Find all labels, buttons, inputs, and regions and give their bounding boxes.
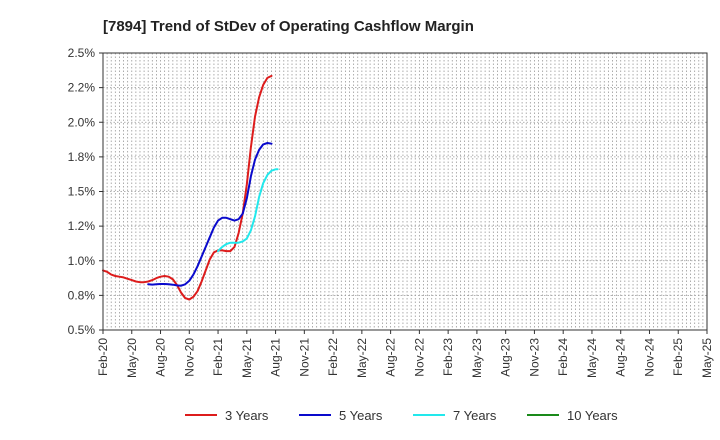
y-tick-label: 0.5%	[68, 323, 96, 337]
x-tick-label: Nov-22	[412, 338, 426, 377]
x-tick-label: May-22	[355, 338, 369, 378]
x-tick-label: Aug-23	[499, 338, 513, 377]
legend-label: 5 Years	[339, 408, 383, 423]
x-tick-label: Nov-24	[642, 338, 656, 377]
grid	[102, 52, 708, 331]
legend: 3 Years 5 Years 7 Years 10 Years	[185, 408, 618, 423]
legend-label: 10 Years	[567, 408, 618, 423]
legend-label: 7 Years	[453, 408, 497, 423]
x-tick-label: May-24	[585, 338, 599, 378]
x-tick-label: May-20	[125, 338, 139, 378]
y-tick-label: 1.2%	[68, 219, 96, 233]
x-tick-label: Feb-20	[96, 338, 110, 376]
x-tick-label: Aug-20	[154, 338, 168, 377]
series-line-3-years	[102, 74, 273, 301]
x-tick-label: Feb-21	[211, 338, 225, 376]
axes	[99, 52, 708, 334]
x-tick-label: Feb-22	[326, 338, 340, 376]
y-tick-label: 2.2%	[68, 81, 96, 95]
x-tick-label: Feb-25	[671, 338, 685, 376]
y-tick-label: 2.0%	[68, 115, 96, 129]
series-line-5-years	[147, 142, 273, 287]
x-tick-labels: Feb-20 May-20 Aug-20 Nov-20 Feb-21 May-21 Aug-…	[96, 338, 714, 378]
y-tick-label: 1.0%	[68, 254, 96, 268]
x-tick-label: Feb-24	[556, 338, 570, 376]
y-tick-label: 1.8%	[68, 150, 96, 164]
x-tick-label: May-23	[470, 338, 484, 378]
y-tick-labels: 0.5% 0.8% 1.0% 1.2% 1.5% 1.8% 2.0% 2.2% 2.5%	[68, 46, 96, 337]
y-tick-label: 2.5%	[68, 46, 96, 60]
x-tick-label: May-21	[240, 338, 254, 378]
x-tick-label: Aug-21	[269, 338, 283, 377]
series-lines	[102, 74, 279, 301]
x-tick-label: Aug-22	[384, 338, 398, 377]
x-tick-label: May-25	[700, 338, 714, 378]
series-line-7-years	[217, 168, 279, 253]
x-tick-label: Feb-23	[441, 338, 455, 376]
x-tick-label: Aug-24	[614, 338, 628, 377]
y-tick-label: 1.5%	[68, 185, 96, 199]
x-tick-label: Nov-23	[527, 338, 541, 377]
x-tick-label: Nov-20	[182, 338, 196, 377]
x-tick-label: Nov-21	[297, 338, 311, 377]
y-tick-label: 0.8%	[68, 288, 96, 302]
chart-title: [7894] Trend of StDev of Operating Cashf…	[103, 18, 474, 35]
legend-label: 3 Years	[225, 408, 269, 423]
